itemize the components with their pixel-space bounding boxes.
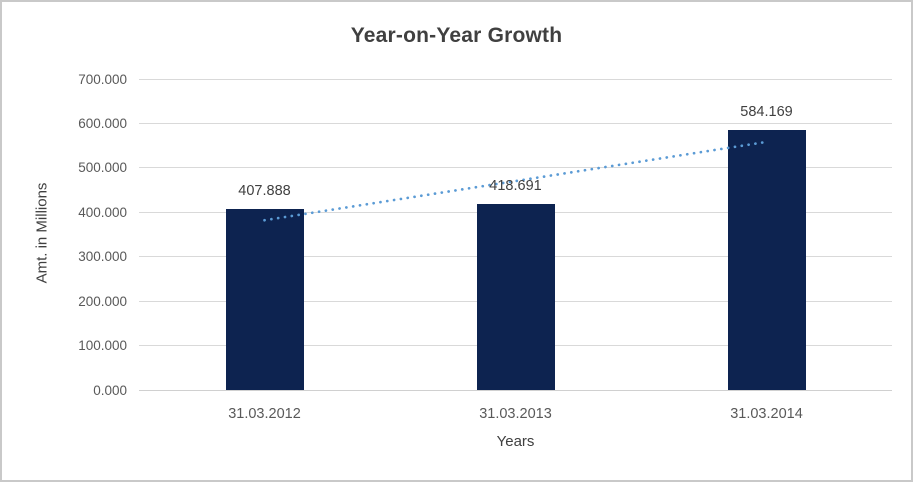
bar-value-label: 584.169: [740, 104, 793, 121]
bar-value-label: 407.888: [238, 182, 291, 199]
y-tick-label: 200.000: [78, 293, 127, 309]
bar: [225, 208, 304, 390]
chart-title: Year-on-Year Growth: [350, 24, 563, 47]
x-axis-title: Years: [496, 433, 535, 450]
bar: [476, 203, 555, 390]
x-category-label: 31.03.2012: [228, 406, 301, 422]
y-axis-title: Amt. in Millions: [33, 182, 51, 284]
bar-value-label: 418.691: [489, 177, 542, 194]
x-axis-line: [139, 389, 892, 391]
x-category-label: 31.03.2014: [730, 406, 803, 422]
gridline: [139, 167, 892, 169]
plot-area: [139, 78, 892, 391]
y-tick-label: 500.000: [78, 160, 127, 176]
y-tick-label: 0.000: [93, 382, 127, 398]
y-tick-label: 300.000: [78, 249, 127, 265]
y-tick-label: 400.000: [78, 204, 127, 220]
y-tick-label: 100.000: [78, 338, 127, 354]
gridline: [139, 122, 892, 124]
x-category-label: 31.03.2013: [479, 406, 552, 422]
trendline: [263, 140, 768, 222]
bar: [727, 130, 806, 390]
gridline: [139, 78, 892, 80]
y-tick-label: 700.000: [78, 71, 127, 87]
y-tick-label: 600.000: [78, 115, 127, 131]
